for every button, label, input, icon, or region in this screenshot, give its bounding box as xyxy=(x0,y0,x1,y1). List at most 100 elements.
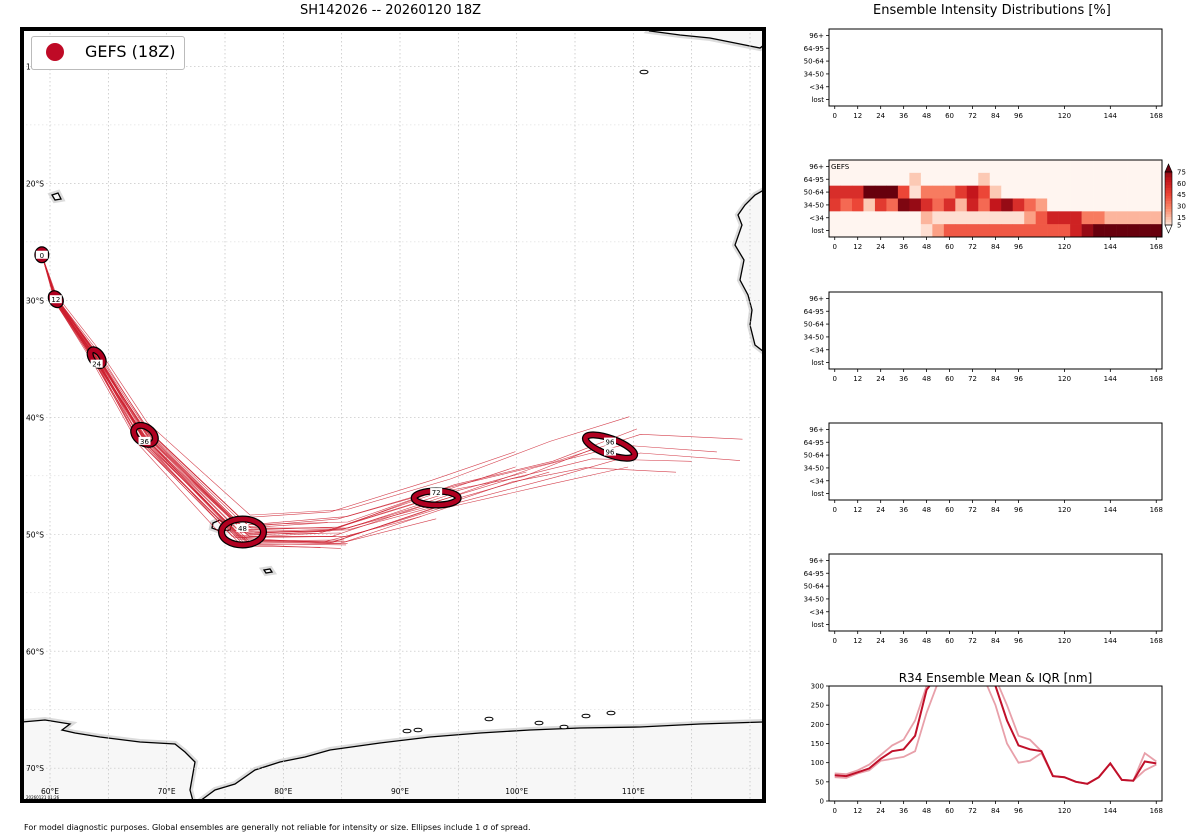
ensemble-track xyxy=(41,254,422,543)
lon-label: 80°E xyxy=(274,787,292,796)
colorbar-extend-bottom xyxy=(1164,224,1173,234)
heatmap-cell xyxy=(1150,224,1163,238)
map-content: 0 12 24 36 48 72 96 96 xyxy=(22,29,764,801)
colorbar-label: 5 xyxy=(1177,222,1181,230)
heatmap-cell xyxy=(874,224,887,238)
heatmap-cell xyxy=(897,198,910,212)
ensemble-track xyxy=(41,254,630,516)
r34-y-tick-label: 200 xyxy=(811,721,824,729)
y-tick-label: 34-50 xyxy=(804,333,824,341)
heatmap-cell xyxy=(1001,185,1014,199)
heatmap-cell xyxy=(1116,211,1128,225)
heatmap-cell xyxy=(1058,172,1071,186)
heatmap-cell xyxy=(851,198,864,212)
ellipse-label: 12 xyxy=(51,296,60,304)
colorbar-swatch xyxy=(1165,206,1172,210)
small-island xyxy=(534,720,544,726)
heatmap-cell xyxy=(1139,185,1151,199)
r34-y-tick-label: 100 xyxy=(811,759,824,767)
colorbar-swatch xyxy=(1165,177,1172,181)
x-tick-label: 48 xyxy=(922,243,931,251)
heatmap-cell xyxy=(909,160,922,174)
heatmap-cell xyxy=(851,224,864,238)
heatmap-cell xyxy=(1093,172,1105,186)
x-tick-label: 72 xyxy=(968,375,977,383)
heatmap-cell xyxy=(920,172,933,186)
heatmap-cell xyxy=(874,198,887,212)
ensemble-track xyxy=(41,254,439,528)
x-tick-label: 144 xyxy=(1104,637,1118,645)
heatmap-cell xyxy=(1047,160,1059,174)
heatmap-cell xyxy=(874,211,887,225)
heatmap-cell xyxy=(829,172,841,186)
intensity-panel-frame xyxy=(828,422,1163,501)
r34-y-tick-label: 0 xyxy=(820,798,824,806)
heatmap-cell xyxy=(1127,172,1140,186)
heatmap-cell xyxy=(1012,198,1025,212)
heatmap-cell xyxy=(874,185,887,199)
ensemble-track xyxy=(41,254,321,548)
ensemble-track xyxy=(41,254,743,526)
ensemble-track xyxy=(41,254,741,537)
heatmap-cell xyxy=(1139,160,1151,174)
heatmap-cell xyxy=(955,172,968,186)
y-tick-label: lost xyxy=(811,227,824,235)
heatmap-cell xyxy=(829,160,841,174)
x-tick-label: 24 xyxy=(876,637,885,645)
heard-island xyxy=(262,568,274,574)
ellipse-label: 72 xyxy=(432,489,441,497)
y-tick-label: 50-64 xyxy=(804,189,825,197)
x-tick-label: 168 xyxy=(1150,243,1163,251)
y-tick-label: <34 xyxy=(809,214,824,222)
y-tick-label: 96+ xyxy=(809,426,824,434)
heatmap-cell xyxy=(989,185,1002,199)
ellipse-label-bg xyxy=(35,250,48,259)
heatmap-cell xyxy=(909,211,922,225)
map-title: SH142026 -- 20260120 18Z xyxy=(300,3,482,18)
ensemble-track xyxy=(41,254,417,539)
y-tick-label: <34 xyxy=(809,608,824,616)
r34-lines xyxy=(834,686,1157,785)
heatmap-cell xyxy=(989,172,1002,186)
heatmap-cell xyxy=(989,198,1002,212)
heatmap-cell xyxy=(1150,198,1163,212)
heatmap-cell xyxy=(1070,198,1082,212)
heatmap-cell xyxy=(886,211,899,225)
small-island xyxy=(402,728,412,734)
heatmap-cell xyxy=(955,160,968,174)
heatmap-cell xyxy=(1127,211,1140,225)
heatmap-cell xyxy=(840,185,853,199)
heatmap-cell xyxy=(1127,224,1140,238)
colorbar-label: 15 xyxy=(1177,214,1186,222)
x-tick-label: 72 xyxy=(968,637,977,645)
heatmap-cell xyxy=(840,160,853,174)
heatmap-cell xyxy=(851,211,864,225)
heatmap-cell xyxy=(863,185,876,199)
heatmap-cell xyxy=(1116,172,1128,186)
heatmap-cell xyxy=(1093,224,1105,238)
heatmap-cell xyxy=(1001,172,1014,186)
r34-x-tick-label: 72 xyxy=(968,807,977,815)
colorbar-swatch xyxy=(1165,179,1172,183)
heatmap-cell xyxy=(1081,172,1094,186)
heatmap-cell xyxy=(978,160,991,174)
x-tick-label: 84 xyxy=(991,637,1000,645)
heatmap-cell xyxy=(897,160,910,174)
x-tick-label: 36 xyxy=(899,112,908,120)
y-tick-label: 96+ xyxy=(809,295,824,303)
ensemble-track xyxy=(41,254,629,543)
heatmap-cell xyxy=(1058,211,1071,225)
heatmap-cell xyxy=(978,185,991,199)
heatmap-cell xyxy=(1012,160,1025,174)
y-tick-label: lost xyxy=(811,621,824,629)
heatmap-cell xyxy=(966,198,979,212)
ellipse-label-bg xyxy=(430,488,443,497)
heatmap-cell xyxy=(943,224,956,238)
x-tick-label: 60 xyxy=(945,243,954,251)
australia-coast xyxy=(734,189,764,353)
colorbar-swatch xyxy=(1165,185,1172,189)
r34-y-tick-label: 250 xyxy=(811,702,824,710)
x-tick-label: 84 xyxy=(991,506,1000,514)
heatmap-cell xyxy=(1116,185,1128,199)
heatmap-cell xyxy=(1093,160,1105,174)
